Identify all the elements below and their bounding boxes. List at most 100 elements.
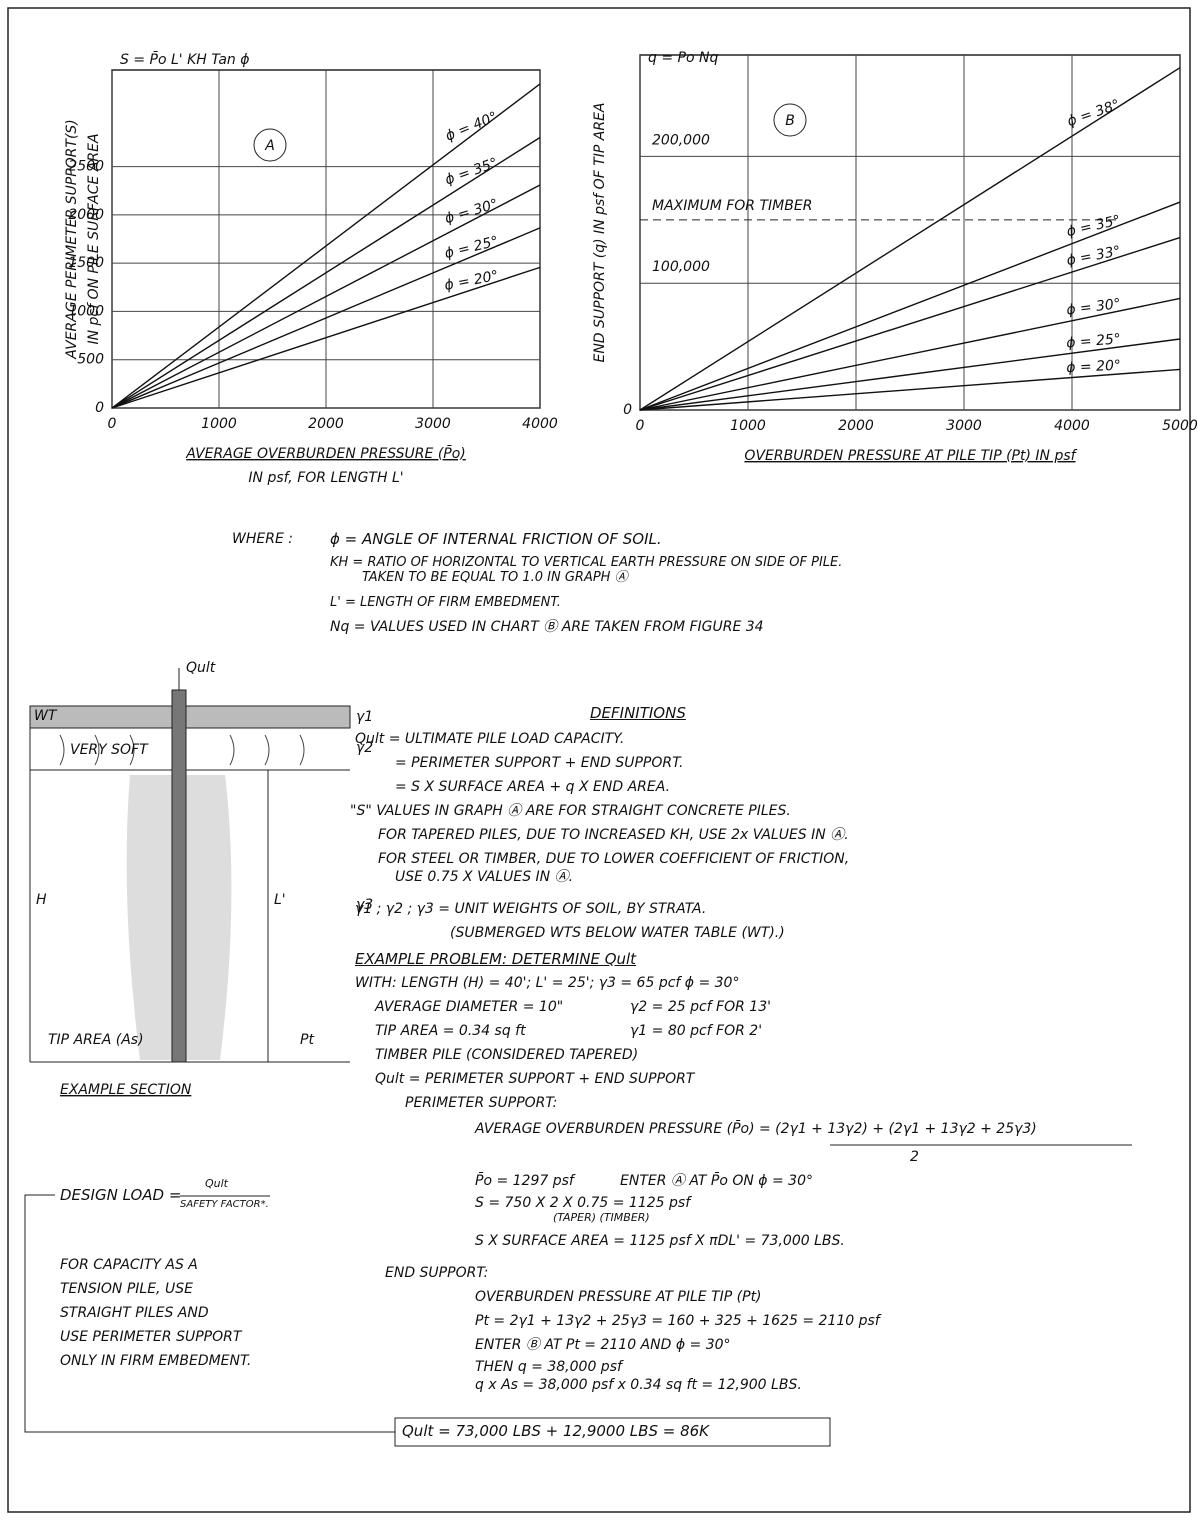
example-line: Qult = PERIMETER SUPPORT + END SUPPORT bbox=[375, 1071, 695, 1087]
label: VERY SOFT bbox=[70, 742, 149, 758]
label: WT bbox=[34, 708, 58, 724]
y-tick-label: 1000 bbox=[68, 303, 104, 319]
series-line bbox=[111, 227, 541, 409]
definition-line: = S X SURFACE AREA + q X END AREA. bbox=[395, 779, 671, 795]
page-border bbox=[7, 7, 1191, 1513]
series-line bbox=[639, 297, 1181, 411]
example-line: S X SURFACE AREA = 1125 psf X πDL' = 73,… bbox=[475, 1233, 845, 1249]
y-axis-label: END SUPPORT (q) IN psf OF TIP AREA bbox=[592, 102, 608, 362]
series-label: ϕ = 30° bbox=[443, 196, 500, 227]
where-line: L' = LENGTH OF FIRM EMBEDMENT. bbox=[330, 595, 561, 610]
x-tick-label: 2000 bbox=[308, 416, 344, 432]
y-tick-label: 0 bbox=[95, 400, 104, 416]
x-tick-label: 0 bbox=[108, 416, 117, 432]
series-line bbox=[639, 338, 1181, 411]
y-tick-label: 1500 bbox=[68, 255, 104, 271]
example-line: γ1 = 80 pcf FOR 2' bbox=[630, 1023, 763, 1039]
x-tick-label: 3000 bbox=[415, 416, 451, 432]
tension-note: FOR CAPACITY AS A bbox=[60, 1257, 198, 1273]
example-line: P̄o = 1297 psf bbox=[475, 1173, 574, 1189]
series-label: ϕ = 40° bbox=[443, 109, 500, 145]
x-axis-label: IN psf, FOR LENGTH L' bbox=[248, 470, 403, 486]
y-tick-label: 2500 bbox=[68, 159, 104, 175]
y-axis-label: IN pcf ON PILE SURFACE AREA bbox=[86, 133, 102, 344]
caption: EXAMPLE SECTION bbox=[60, 1082, 192, 1098]
y-tick-label: 100,000 bbox=[652, 259, 710, 275]
x-tick-label: 5000 bbox=[1162, 418, 1198, 434]
definition-line: (SUBMERGED WTS BELOW WATER TABLE (WT).) bbox=[450, 925, 785, 941]
definition-line: = PERIMETER SUPPORT + END SUPPORT. bbox=[395, 755, 684, 771]
series-line bbox=[111, 184, 541, 409]
x-tick-label: 2000 bbox=[838, 418, 874, 434]
series-label: ϕ = 25° bbox=[1066, 331, 1122, 351]
label: Pt bbox=[300, 1032, 314, 1048]
design-denominator: SAFETY FACTOR*. bbox=[180, 1199, 269, 1210]
example-line: 2 bbox=[910, 1149, 919, 1165]
example-line: END SUPPORT: bbox=[385, 1265, 489, 1281]
label: H bbox=[36, 892, 47, 908]
example-line: ENTER Ⓐ AT P̄o ON ϕ = 30° bbox=[620, 1173, 813, 1189]
definition-line: "S" VALUES IN GRAPH Ⓐ ARE FOR STRAIGHT C… bbox=[350, 803, 791, 819]
example-line: TIMBER PILE (CONSIDERED TAPERED) bbox=[375, 1047, 639, 1063]
chart-title: S = P̄o L' KH Tan ϕ bbox=[120, 50, 249, 68]
design-numerator: Qult bbox=[205, 1177, 228, 1190]
x-axis-label: OVERBURDEN PRESSURE AT PILE TIP (Pt) IN … bbox=[744, 448, 1077, 464]
series-line bbox=[639, 67, 1181, 411]
label: L' bbox=[274, 892, 286, 908]
where-label: WHERE : bbox=[232, 531, 293, 547]
label: TIP AREA (As) bbox=[48, 1032, 144, 1048]
top-layer bbox=[29, 705, 351, 729]
definition-line: Qult = ULTIMATE PILE LOAD CAPACITY. bbox=[355, 731, 625, 747]
series-label: ϕ = 38° bbox=[1065, 97, 1122, 130]
series-line bbox=[639, 201, 1181, 411]
example-line: WITH: LENGTH (H) = 40'; L' = 25'; γ3 = 6… bbox=[355, 975, 740, 991]
example-line: THEN q = 38,000 psf bbox=[475, 1359, 622, 1375]
pile-section: Qult WT VERY SOFT H L' γ1 γ2 γ3 TIP AREA… bbox=[29, 660, 373, 1098]
tension-note: USE PERIMETER SUPPORT bbox=[60, 1329, 242, 1345]
example-line: q x As = 38,000 psf x 0.34 sq ft = 12,90… bbox=[475, 1377, 802, 1393]
label: Qult bbox=[186, 660, 216, 676]
tension-note: TENSION PILE, USE bbox=[60, 1281, 193, 1297]
result: Qult = 73,000 LBS + 12,9000 LBS = 86K bbox=[402, 1422, 709, 1440]
example-line: γ2 = 25 pcf FOR 13' bbox=[630, 999, 771, 1015]
y-tick-label: 500 bbox=[77, 352, 104, 368]
series-label: ϕ = 30° bbox=[1065, 296, 1121, 319]
series-label: ϕ = 25° bbox=[443, 233, 500, 261]
definitions-title: DEFINITIONS bbox=[590, 704, 686, 722]
result-box bbox=[394, 1417, 831, 1447]
reference-label: MAXIMUM FOR TIMBER bbox=[652, 198, 812, 214]
connector bbox=[24, 1194, 395, 1433]
example-line: ENTER Ⓑ AT Pt = 2110 AND ϕ = 30° bbox=[475, 1337, 731, 1353]
x-tick-label: 1000 bbox=[201, 416, 237, 432]
x-tick-label: 4000 bbox=[1054, 418, 1090, 434]
badge: A bbox=[264, 138, 275, 154]
soft-hatch bbox=[59, 734, 305, 766]
series-line bbox=[639, 368, 1181, 411]
tension-note: ONLY IN FIRM EMBEDMENT. bbox=[60, 1353, 252, 1369]
definition-line: FOR STEEL OR TIMBER, DUE TO LOWER COEFFI… bbox=[378, 851, 850, 867]
design-label: DESIGN LOAD = bbox=[60, 1186, 182, 1204]
label: γ2 bbox=[356, 740, 373, 756]
series-line bbox=[111, 136, 541, 409]
label: γ3 bbox=[356, 897, 373, 913]
example-line: AVERAGE DIAMETER = 10" bbox=[375, 999, 564, 1015]
y-tick-label: 2000 bbox=[68, 207, 104, 223]
series-label: ϕ = 35° bbox=[443, 155, 500, 188]
definition-line: γ1 ; γ2 ; γ3 = UNIT WEIGHTS OF SOIL, BY … bbox=[355, 901, 707, 917]
example-line: AVERAGE OVERBURDEN PRESSURE (P̄o) = (2γ1… bbox=[475, 1121, 1037, 1137]
badge: B bbox=[785, 113, 795, 129]
y-tick-label: 200,000 bbox=[652, 132, 710, 148]
series-line bbox=[639, 236, 1181, 411]
series-line bbox=[111, 266, 541, 409]
label: γ1 bbox=[356, 709, 373, 725]
where-line: TAKEN TO BE EQUAL TO 1.0 IN GRAPH Ⓐ bbox=[362, 570, 628, 585]
definition-line: FOR TAPERED PILES, DUE TO INCREASED KH, … bbox=[378, 827, 849, 843]
x-tick-label: 1000 bbox=[730, 418, 766, 434]
example-line: Pt = 2γ1 + 13γ2 + 25γ3 = 160 + 325 + 162… bbox=[475, 1313, 880, 1329]
example-line: TIP AREA = 0.34 sq ft bbox=[375, 1023, 526, 1039]
y-axis-label: AVERAGE PERIMETER SUPPORT(S) bbox=[64, 119, 80, 360]
y-tick-label: 0 bbox=[623, 402, 632, 418]
pile bbox=[171, 689, 187, 1063]
